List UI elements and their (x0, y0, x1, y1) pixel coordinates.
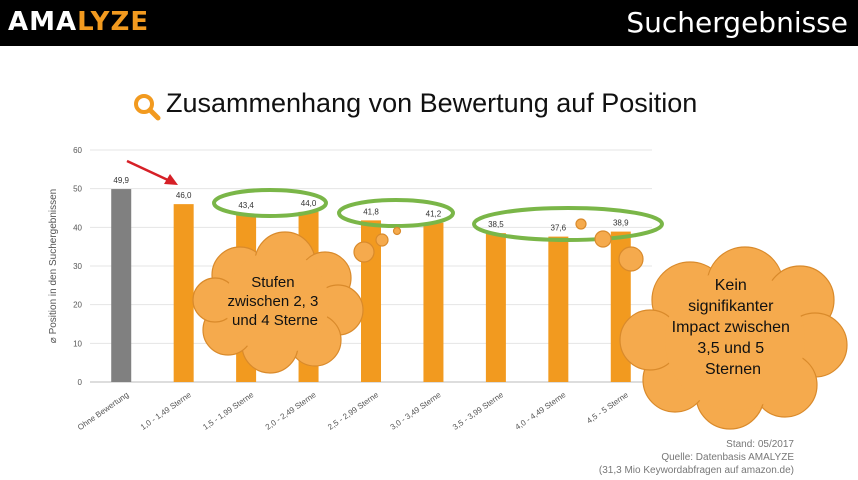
bar-value-label: 37,6 (551, 224, 567, 233)
x-tick-label: 2,5 - 2,99 Sterne (326, 390, 380, 432)
source-origin: Quelle: Datenbasis AMALYZE (661, 452, 794, 463)
x-tick-label: 3,5 - 3,99 Sterne (451, 390, 505, 432)
bar-value-label: 49,9 (113, 176, 129, 185)
cloud-right-text: Kein signifikanter Impact zwischen 3,5 u… (672, 277, 795, 378)
x-tick-label: Ohne Bewertung (76, 390, 130, 432)
arrow-annotation (126, 159, 178, 185)
brand-logo: AMALYZE (8, 7, 149, 37)
bar (111, 189, 132, 382)
highlight-ellipse-3 (472, 206, 664, 242)
bar-value-label: 43,4 (238, 201, 254, 210)
bar (485, 233, 506, 382)
source-note: Stand: 05/2017 Quelle: Datenbasis AMALYZ… (599, 438, 794, 477)
x-axis-ticks: Ohne Bewertung 1,0 - 1,49 Sterne 1,5 - 1,9… (76, 390, 630, 432)
bar-value-label: 38,9 (613, 219, 629, 228)
source-date: Stand: 05/2017 (726, 439, 794, 450)
x-tick-label: 2,0 - 2,49 Sterne (264, 390, 318, 432)
cloud-right (575, 218, 848, 430)
bar (423, 222, 444, 382)
bar-value-label: 41,8 (363, 207, 379, 216)
x-tick-label: 3,0 - 3,49 Sterne (389, 390, 443, 432)
y-tick-label: 60 (73, 146, 82, 155)
search-icon (134, 94, 161, 121)
bar (548, 236, 569, 382)
cloud-left (192, 226, 402, 374)
y-tick-label: 30 (73, 262, 82, 271)
y-tick-label: 50 (73, 185, 82, 194)
y-tick-label: 40 (73, 223, 82, 232)
highlight-ellipse-1 (212, 188, 328, 218)
bar-value-label: 41,2 (426, 210, 442, 219)
x-tick-label: 4,5 - 5 Sterne (585, 390, 630, 425)
chart-title: Zusammenhang von Bewertung auf Position (166, 88, 698, 118)
y-tick-label: 0 (78, 378, 83, 387)
x-tick-label: 1,0 - 1,49 Sterne (139, 390, 193, 432)
x-tick-label: 4,0 - 4,49 Sterne (514, 390, 568, 432)
y-axis-ticks: 0 10 20 30 40 50 60 (73, 146, 82, 387)
highlight-ellipse-2 (337, 198, 455, 228)
header-bar: AMALYZE Suchergebnisse (0, 0, 858, 46)
cloud-left-text: Stufen zwischen 2, 3 und 4 Sterne (227, 274, 322, 329)
brand-highlight: LYZE (77, 7, 150, 37)
brand-prefix: AMA (8, 7, 78, 37)
section-title: Suchergebnisse (626, 6, 848, 39)
x-tick-label: 1,5 - 1,99 Sterne (201, 390, 255, 432)
source-detail: (31,3 Mio Keywordabfragen auf amazon.de) (598, 465, 794, 476)
y-axis-label: ⌀ Position in den Suchergebnissen (48, 189, 59, 343)
bar-value-label: 44,0 (301, 199, 317, 208)
y-tick-label: 20 (73, 301, 82, 310)
bar (173, 204, 194, 382)
y-tick-label: 10 (73, 339, 82, 348)
bar-value-label: 46,0 (176, 191, 192, 200)
bar-value-label: 38,5 (488, 220, 504, 229)
